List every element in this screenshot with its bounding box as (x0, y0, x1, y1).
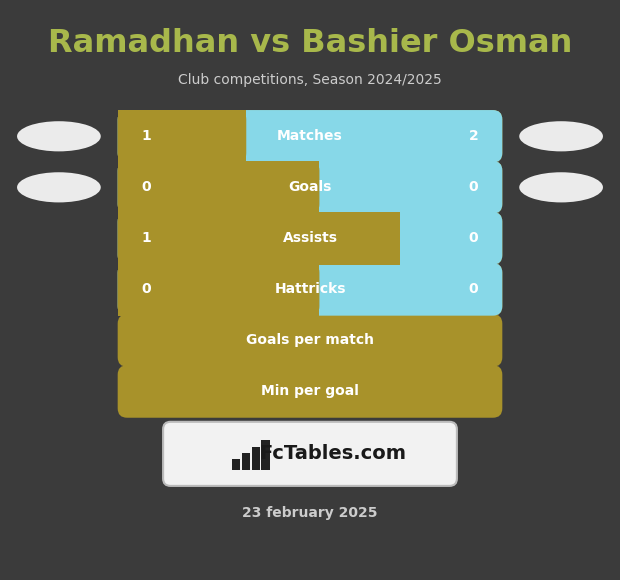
Text: 0: 0 (142, 180, 151, 194)
Text: Club competitions, Season 2024/2025: Club competitions, Season 2024/2025 (178, 73, 442, 87)
Bar (301, 161, 319, 213)
Text: 0: 0 (469, 282, 478, 296)
Text: Min per goal: Min per goal (261, 385, 359, 398)
FancyBboxPatch shape (118, 365, 502, 418)
Text: 23 february 2025: 23 february 2025 (242, 506, 378, 520)
FancyBboxPatch shape (118, 212, 502, 264)
Bar (242, 454, 250, 470)
Text: FcTables.com: FcTables.com (259, 444, 406, 463)
Bar (262, 440, 270, 470)
Text: Goals per match: Goals per match (246, 334, 374, 347)
FancyBboxPatch shape (118, 263, 502, 316)
Text: 0: 0 (469, 180, 478, 194)
Bar (381, 212, 400, 264)
Text: 0: 0 (142, 282, 151, 296)
FancyBboxPatch shape (118, 110, 502, 162)
FancyBboxPatch shape (118, 161, 319, 213)
Text: 0: 0 (469, 231, 478, 245)
Text: Hattricks: Hattricks (274, 282, 346, 296)
Bar (232, 459, 241, 470)
Text: Ramadhan vs Bashier Osman: Ramadhan vs Bashier Osman (48, 28, 572, 59)
Text: Matches: Matches (277, 129, 343, 143)
Ellipse shape (17, 121, 100, 151)
FancyBboxPatch shape (118, 212, 502, 264)
Bar (228, 110, 246, 162)
FancyBboxPatch shape (118, 212, 400, 264)
Ellipse shape (520, 172, 603, 202)
Text: Assists: Assists (283, 231, 337, 245)
FancyBboxPatch shape (118, 263, 319, 316)
FancyBboxPatch shape (118, 263, 502, 316)
Text: 2: 2 (469, 129, 478, 143)
FancyBboxPatch shape (118, 161, 502, 213)
Bar (118, 263, 310, 316)
Bar (118, 212, 391, 264)
Bar (118, 161, 310, 213)
FancyBboxPatch shape (118, 110, 502, 162)
Bar (118, 110, 237, 162)
Bar (301, 263, 319, 316)
Text: 1: 1 (142, 231, 151, 245)
Ellipse shape (520, 121, 603, 151)
Text: 1: 1 (142, 129, 151, 143)
Bar (252, 447, 260, 470)
FancyBboxPatch shape (118, 314, 502, 367)
FancyBboxPatch shape (118, 161, 502, 213)
FancyBboxPatch shape (163, 422, 457, 486)
FancyBboxPatch shape (118, 110, 246, 162)
Text: Goals: Goals (288, 180, 332, 194)
Ellipse shape (17, 172, 100, 202)
